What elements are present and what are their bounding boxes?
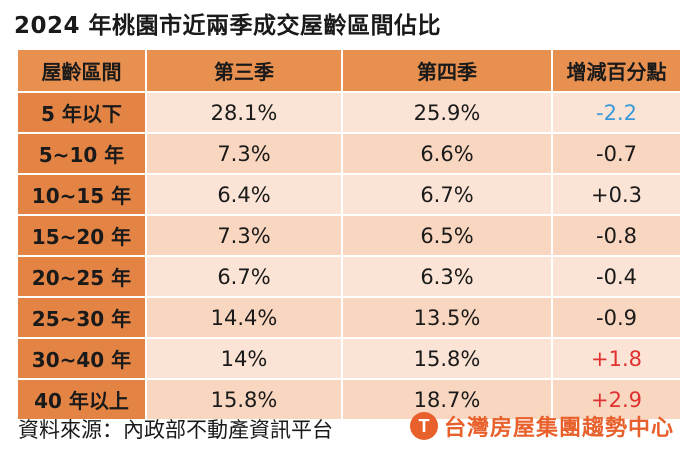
age-range-cell: 25~30 年 [18, 297, 147, 339]
q4-value-cell: 18.7% [342, 379, 553, 421]
change-value-cell: +0.3 [552, 174, 682, 216]
table-row: 40 年以上 15.8% 18.7% +2.9 [18, 379, 682, 421]
age-range-cell: 30~40 年 [18, 338, 147, 380]
q3-value-cell: 14.4% [146, 297, 343, 339]
table-header-row: 屋齡區間 第三季 第四季 增減百分點 [18, 50, 682, 93]
brand-logo-icon: T [410, 412, 438, 440]
house-age-table: 屋齡區間 第三季 第四季 增減百分點 5 年以下 28.1% 25.9% -2.2 5~… [18, 50, 682, 421]
age-range-cell: 15~20 年 [18, 215, 147, 257]
brand-logo-block: T 台灣房屋集團趨勢中心 [410, 410, 674, 442]
change-value-cell: -0.7 [552, 133, 682, 175]
age-range-cell: 40 年以上 [18, 379, 147, 421]
q3-value-cell: 28.1% [146, 92, 343, 134]
header-age-range: 屋齡區間 [18, 50, 147, 93]
page-title: 2024 年桃園市近兩季成交屋齡區間佔比 [14, 13, 442, 39]
q4-value-cell: 6.3% [342, 256, 553, 298]
change-value-cell: -0.4 [552, 256, 682, 298]
q4-value-cell: 6.7% [342, 174, 553, 216]
q3-value-cell: 7.3% [146, 133, 343, 175]
q4-value-cell: 6.6% [342, 133, 553, 175]
header-q3: 第三季 [146, 50, 343, 93]
header-q4: 第四季 [342, 50, 553, 93]
q4-value-cell: 13.5% [342, 297, 553, 339]
brand-name: 台灣房屋集團趨勢中心 [444, 416, 675, 441]
q3-value-cell: 6.4% [146, 174, 343, 216]
change-value-cell: +1.8 [552, 338, 682, 380]
header-change: 增減百分點 [552, 50, 682, 93]
table-row: 5 年以下 28.1% 25.9% -2.2 [18, 92, 682, 134]
change-value-cell: +2.9 [552, 379, 682, 421]
age-range-cell: 5 年以下 [18, 92, 147, 134]
q4-value-cell: 6.5% [342, 215, 553, 257]
change-value-cell: -0.9 [552, 297, 682, 339]
table-row: 20~25 年 6.7% 6.3% -0.4 [18, 256, 682, 298]
source-note: 資料來源：內政部不動產資訊平台 [18, 418, 333, 442]
change-value-cell: -0.8 [552, 215, 682, 257]
q3-value-cell: 6.7% [146, 256, 343, 298]
table-row: 25~30 年 14.4% 13.5% -0.9 [18, 297, 682, 339]
q4-value-cell: 25.9% [342, 92, 553, 134]
q3-value-cell: 14% [146, 338, 343, 380]
age-range-cell: 10~15 年 [18, 174, 147, 216]
table-row: 30~40 年 14% 15.8% +1.8 [18, 338, 682, 380]
table-row: 15~20 年 7.3% 6.5% -0.8 [18, 215, 682, 257]
q3-value-cell: 15.8% [146, 379, 343, 421]
age-range-cell: 20~25 年 [18, 256, 147, 298]
change-value-cell: -2.2 [552, 92, 682, 134]
q4-value-cell: 15.8% [342, 338, 553, 380]
table-row: 5~10 年 7.3% 6.6% -0.7 [18, 133, 682, 175]
age-range-cell: 5~10 年 [18, 133, 147, 175]
q3-value-cell: 7.3% [146, 215, 343, 257]
table-row: 10~15 年 6.4% 6.7% +0.3 [18, 174, 682, 216]
